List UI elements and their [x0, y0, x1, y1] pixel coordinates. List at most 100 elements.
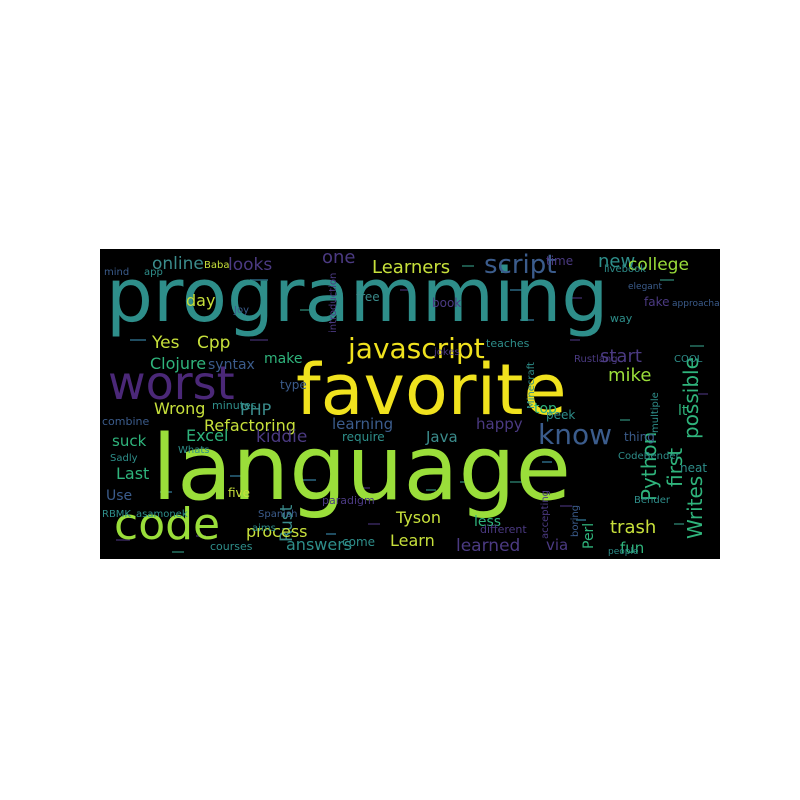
word-online: online — [152, 254, 204, 274]
word-fun: fun — [620, 539, 644, 557]
word-cloud: programming language favorite worst code java… — [100, 249, 720, 559]
word-cool: COOL — [674, 354, 703, 365]
word-happy: happy — [476, 415, 523, 433]
word-syntax: syntax — [208, 357, 255, 373]
filler-word-mark — [560, 505, 572, 507]
word-last: Last — [116, 464, 149, 483]
filler-word-mark — [230, 475, 242, 477]
word-javascript: javascript — [347, 332, 485, 365]
word-language: language — [152, 416, 571, 521]
filler-word-mark — [674, 523, 684, 525]
filler-word-mark — [620, 419, 630, 421]
word-answers: answers — [286, 535, 352, 554]
word-livebook: livebook — [604, 264, 646, 275]
word-require: require — [342, 430, 385, 444]
word-via: via — [546, 536, 568, 554]
word-kiddie: kiddie — [256, 427, 307, 447]
word-tyson: Tyson — [395, 508, 441, 527]
filler-word-mark — [460, 481, 472, 483]
word-aims: aims — [252, 523, 276, 534]
word-people: people — [608, 547, 639, 557]
word-rbmk: RBMK — [102, 509, 131, 520]
word-writes: Writes — [683, 476, 707, 539]
filler-word-mark — [326, 533, 336, 535]
filler-word-mark — [570, 297, 582, 299]
word-free: free — [356, 290, 380, 304]
word-favorite: favorite — [296, 349, 567, 431]
word-process: process — [246, 522, 307, 541]
filler-word-mark — [300, 479, 316, 481]
word-day: day — [186, 291, 215, 310]
word-codebender: CodeBender — [618, 451, 680, 462]
filler-word-mark — [510, 481, 524, 483]
filler-word-mark — [116, 539, 130, 541]
filler-word-mark — [160, 491, 172, 493]
word-top: top — [534, 401, 557, 417]
word-lt: lt — [678, 403, 688, 419]
word-joy: Joy — [233, 305, 249, 316]
filler-word-mark — [250, 279, 268, 281]
filler-word-mark — [660, 279, 674, 281]
word-time: time — [546, 254, 573, 268]
filler-word-mark — [690, 345, 704, 347]
word-trash: trash — [610, 517, 656, 538]
filler-word-mark — [196, 535, 206, 537]
filler-word-mark — [576, 519, 586, 521]
word-java: Java — [425, 428, 458, 446]
word-cpp: Cpp — [197, 333, 230, 353]
word-use: Use — [106, 488, 132, 504]
word-teaches: teaches — [486, 337, 530, 350]
word-refactoring: Refactoring — [204, 416, 296, 435]
word-make: make — [264, 351, 302, 367]
word-multiple: multiple — [650, 392, 661, 433]
word-suck: suck — [112, 432, 147, 450]
word-bender: Bender — [634, 495, 671, 506]
filler-word-mark — [358, 487, 370, 489]
word-neat: neat — [680, 461, 707, 475]
word-paradigm: paradigm — [322, 494, 375, 507]
word-excel: Excel — [186, 426, 228, 445]
word-courses: courses — [210, 540, 253, 553]
word-come: come — [342, 535, 375, 549]
word-new: new — [598, 251, 635, 272]
word-perl: Perl — [581, 523, 597, 549]
filler-word-mark — [400, 289, 414, 291]
word-whats: Whats — [178, 445, 209, 456]
word-rustlang: Rustlang — [574, 354, 618, 365]
word-five: five — [228, 486, 250, 500]
filler-word-mark — [300, 309, 312, 311]
word-minutes: minutes — [212, 399, 257, 412]
word-baba: Baba — [204, 260, 229, 271]
word-wrong: Wrong — [154, 399, 205, 418]
word-book: book — [432, 296, 461, 310]
word-learn: Learn — [390, 531, 435, 550]
word-programming: programming — [106, 253, 608, 339]
word-thing: thing — [624, 430, 655, 444]
word-learners: Learners — [372, 257, 450, 278]
word-clojure: Clojure — [150, 354, 206, 373]
word-yes: Yes — [151, 333, 180, 353]
word-way: way — [610, 312, 633, 325]
filler-word-mark — [520, 319, 534, 321]
word-looks: looks — [228, 255, 272, 275]
filler-word-mark — [172, 551, 184, 553]
word-asamonek: asamonek — [136, 509, 188, 520]
word-possible: possible — [679, 357, 703, 439]
word-spanish: Spanish — [258, 509, 298, 520]
word-mike: mike — [608, 365, 651, 386]
word-php: PHP — [240, 400, 272, 419]
filler-word-mark — [368, 523, 380, 525]
word-combine: combine — [102, 415, 150, 428]
filler-word-mark — [510, 289, 526, 291]
filler-word-mark — [542, 461, 552, 463]
word-script: script — [484, 250, 556, 280]
word-python: Python — [637, 432, 661, 501]
filler-word-mark — [570, 339, 580, 341]
filler-word-mark — [426, 489, 436, 491]
word-approachable: approachable — [672, 299, 720, 309]
word-sadly: Sadly — [110, 453, 138, 464]
word-one: one — [322, 249, 356, 268]
word-different: different — [480, 523, 527, 536]
